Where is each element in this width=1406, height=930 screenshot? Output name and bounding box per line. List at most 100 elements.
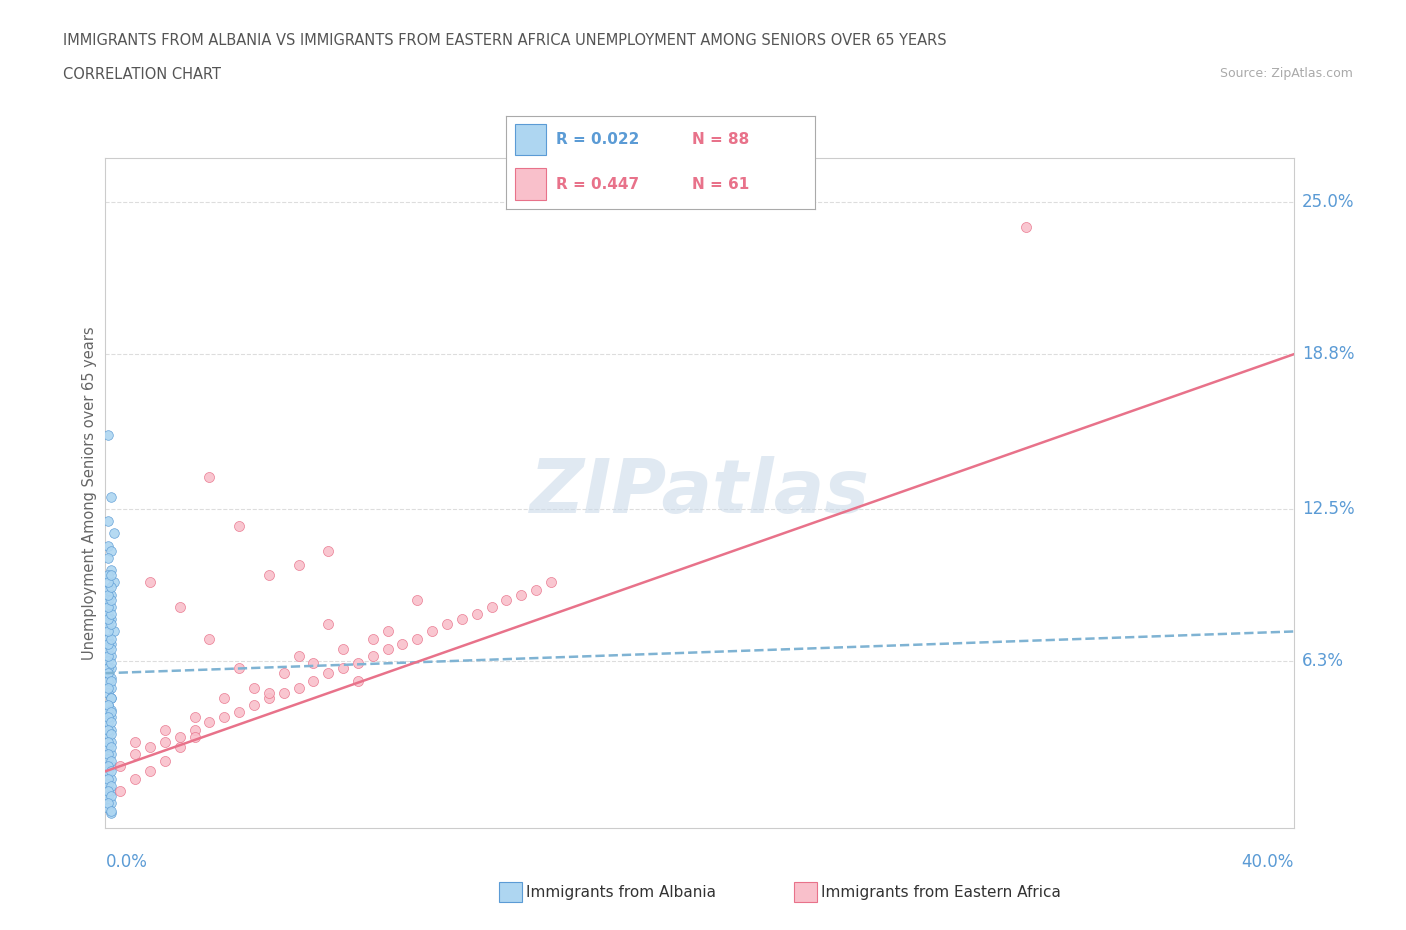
Point [316, 543, 339, 558]
Point [97, 631, 120, 646]
Point [97, 582, 120, 597]
Point [97, 617, 120, 631]
Text: 40.0%: 40.0% [1241, 853, 1294, 870]
Point [100, 612, 122, 627]
Point [100, 673, 122, 688]
Point [139, 575, 162, 590]
Point [97, 673, 120, 688]
Point [1015, 219, 1038, 234]
Point [97, 648, 120, 663]
Point [97, 636, 120, 651]
Point [198, 631, 221, 646]
Point [243, 681, 266, 696]
Point [316, 617, 339, 631]
Point [103, 624, 125, 639]
Text: CORRELATION CHART: CORRELATION CHART [63, 67, 221, 82]
Point [100, 796, 122, 811]
Point [183, 723, 205, 737]
Point [100, 702, 122, 717]
Point [97, 705, 120, 720]
Point [100, 671, 122, 685]
Point [97, 747, 120, 762]
Point [100, 739, 122, 754]
Point [183, 710, 205, 724]
Point [100, 805, 122, 820]
Point [100, 778, 122, 793]
Text: N = 88: N = 88 [692, 132, 749, 147]
Point [110, 783, 132, 798]
Point [169, 600, 191, 615]
Point [97, 612, 120, 627]
Point [100, 543, 122, 558]
Point [97, 666, 120, 681]
Text: 25.0%: 25.0% [1302, 193, 1354, 211]
Point [97, 538, 120, 553]
Point [100, 617, 122, 631]
Point [243, 698, 266, 712]
Point [198, 470, 221, 485]
Point [100, 690, 122, 705]
Point [198, 715, 221, 730]
Point [97, 777, 120, 791]
Y-axis label: Unemployment Among Seniors over 65 years: Unemployment Among Seniors over 65 years [82, 326, 97, 659]
Point [97, 735, 120, 750]
Point [100, 754, 122, 769]
Point [139, 739, 162, 754]
Point [316, 666, 339, 681]
Point [139, 764, 162, 778]
Point [97, 715, 120, 730]
Point [524, 582, 547, 597]
Point [228, 705, 250, 720]
Point [302, 673, 325, 688]
Point [465, 607, 488, 622]
Point [97, 710, 120, 724]
Point [214, 710, 236, 724]
Point [100, 587, 122, 602]
Point [169, 739, 191, 754]
Text: Immigrants from Albania: Immigrants from Albania [526, 885, 716, 900]
Point [257, 685, 280, 700]
Text: Source: ZipAtlas.com: Source: ZipAtlas.com [1219, 67, 1353, 80]
Point [153, 754, 176, 769]
Point [100, 759, 122, 774]
Point [273, 666, 295, 681]
Point [377, 624, 399, 639]
Point [97, 587, 120, 602]
Point [97, 764, 120, 778]
Point [100, 580, 122, 595]
Point [124, 771, 146, 786]
Point [97, 727, 120, 742]
Point [420, 624, 443, 639]
Point [153, 723, 176, 737]
Text: R = 0.447: R = 0.447 [555, 177, 638, 192]
Point [257, 567, 280, 582]
Point [100, 592, 122, 607]
Point [228, 661, 250, 676]
Text: 6.3%: 6.3% [1302, 652, 1344, 670]
Point [406, 631, 429, 646]
Point [100, 764, 122, 778]
Point [391, 636, 413, 651]
Point [228, 519, 250, 534]
Point [97, 661, 120, 676]
Point [100, 723, 122, 737]
Point [257, 690, 280, 705]
Point [97, 783, 120, 798]
Point [347, 673, 370, 688]
Point [100, 636, 122, 651]
Point [100, 567, 122, 582]
Point [100, 783, 122, 798]
Point [287, 648, 309, 663]
Point [97, 575, 120, 590]
Point [153, 735, 176, 750]
Point [124, 747, 146, 762]
Bar [516, 168, 547, 200]
Point [103, 526, 125, 541]
Point [97, 759, 120, 774]
Point [100, 489, 122, 504]
Text: IMMIGRANTS FROM ALBANIA VS IMMIGRANTS FROM EASTERN AFRICA UNEMPLOYMENT AMONG SEN: IMMIGRANTS FROM ALBANIA VS IMMIGRANTS FR… [63, 33, 946, 47]
Text: 0.0%: 0.0% [105, 853, 148, 870]
Point [436, 617, 458, 631]
Point [100, 735, 122, 750]
Point [377, 641, 399, 656]
